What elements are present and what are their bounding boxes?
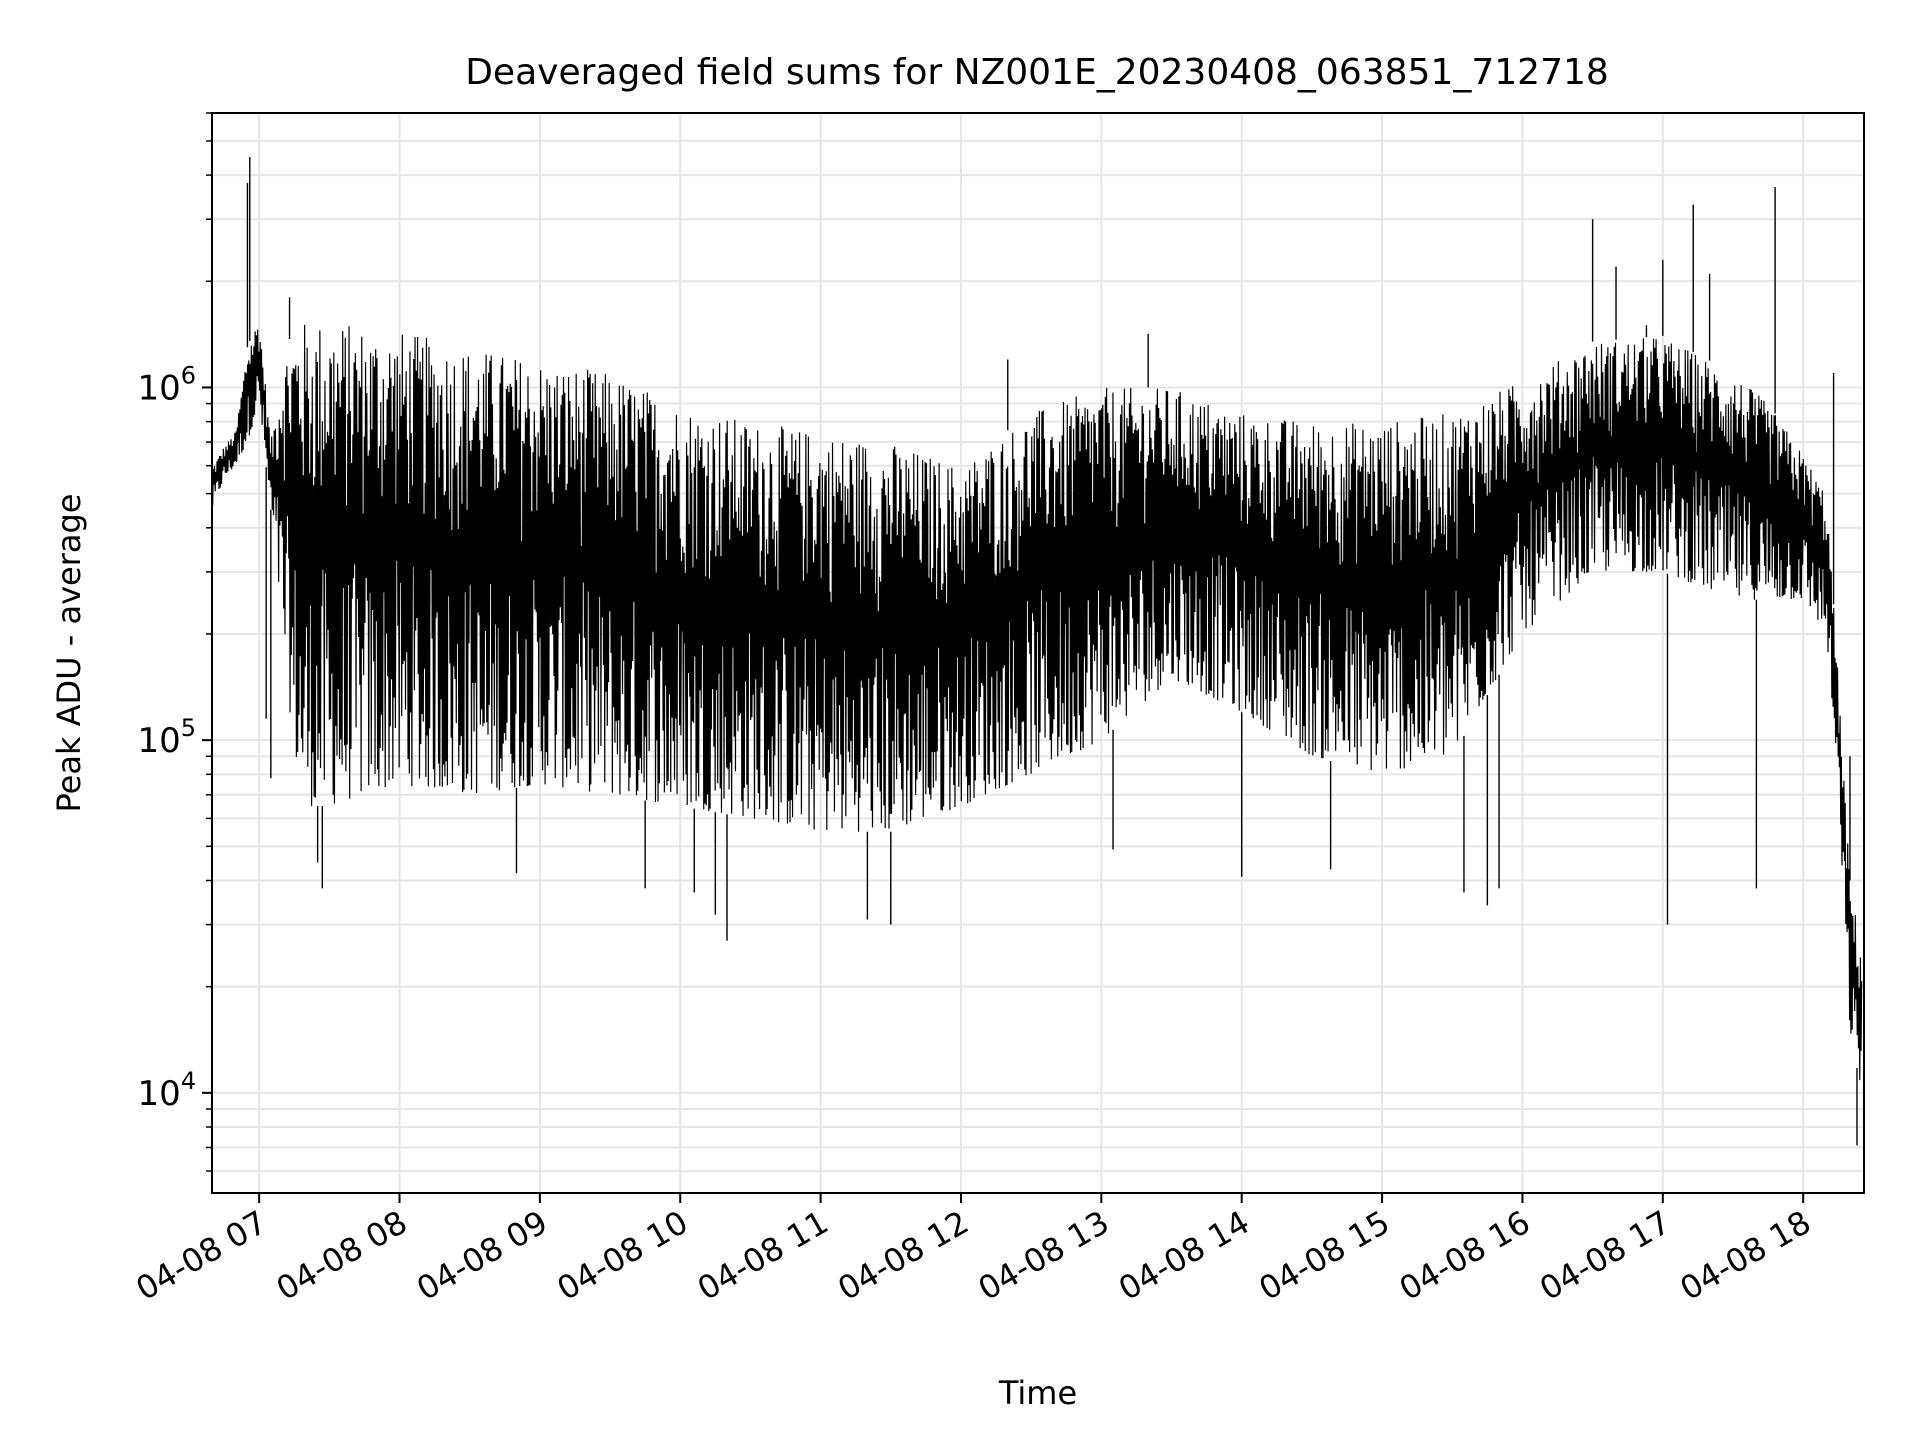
y-axis-label: Peak ADU - average: [50, 494, 88, 813]
y-tick-exponent: 5: [181, 714, 196, 742]
y-tick-base: 10: [137, 1074, 180, 1114]
y-tick-label: 106: [137, 361, 196, 408]
y-tick-exponent: 6: [181, 361, 196, 389]
y-tick-label: 104: [137, 1067, 196, 1114]
y-tick-exponent: 4: [181, 1067, 196, 1095]
x-axis-label: Time: [998, 1374, 1077, 1412]
y-tick-label: 105: [137, 714, 196, 761]
y-tick-base: 10: [137, 368, 180, 408]
series-layer: [211, 157, 1863, 1146]
y-tick-base: 10: [137, 721, 180, 761]
plot-frame: [211, 112, 1865, 1194]
data-series-line: [211, 324, 1863, 1081]
chart-title: Deaveraged field sums for NZ001E_2023040…: [465, 52, 1609, 93]
plot-area: [211, 112, 1865, 1194]
